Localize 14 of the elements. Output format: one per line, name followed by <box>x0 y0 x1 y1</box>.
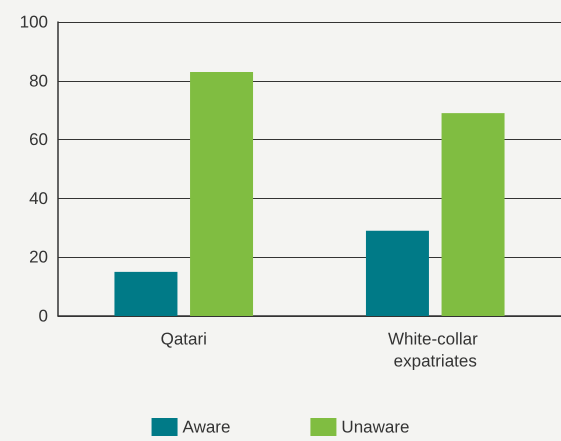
y-tick-label: 40 <box>29 188 48 208</box>
x-tick-label: White-collar expatriates <box>388 330 482 370</box>
bar <box>114 272 178 316</box>
y-tick-label: 0 <box>38 306 48 326</box>
bar <box>190 72 254 316</box>
bar <box>366 230 429 316</box>
y-tick-label: 20 <box>29 248 48 267</box>
y-tick-label: 60 <box>29 130 48 150</box>
x-tick-label: Qatari <box>160 330 207 348</box>
y-tick-label: 100 <box>20 12 48 32</box>
legend-label: Unaware <box>341 418 410 436</box>
bar <box>442 113 505 316</box>
legend-label: Aware <box>182 418 230 436</box>
y-tick-label: 80 <box>29 71 48 90</box>
